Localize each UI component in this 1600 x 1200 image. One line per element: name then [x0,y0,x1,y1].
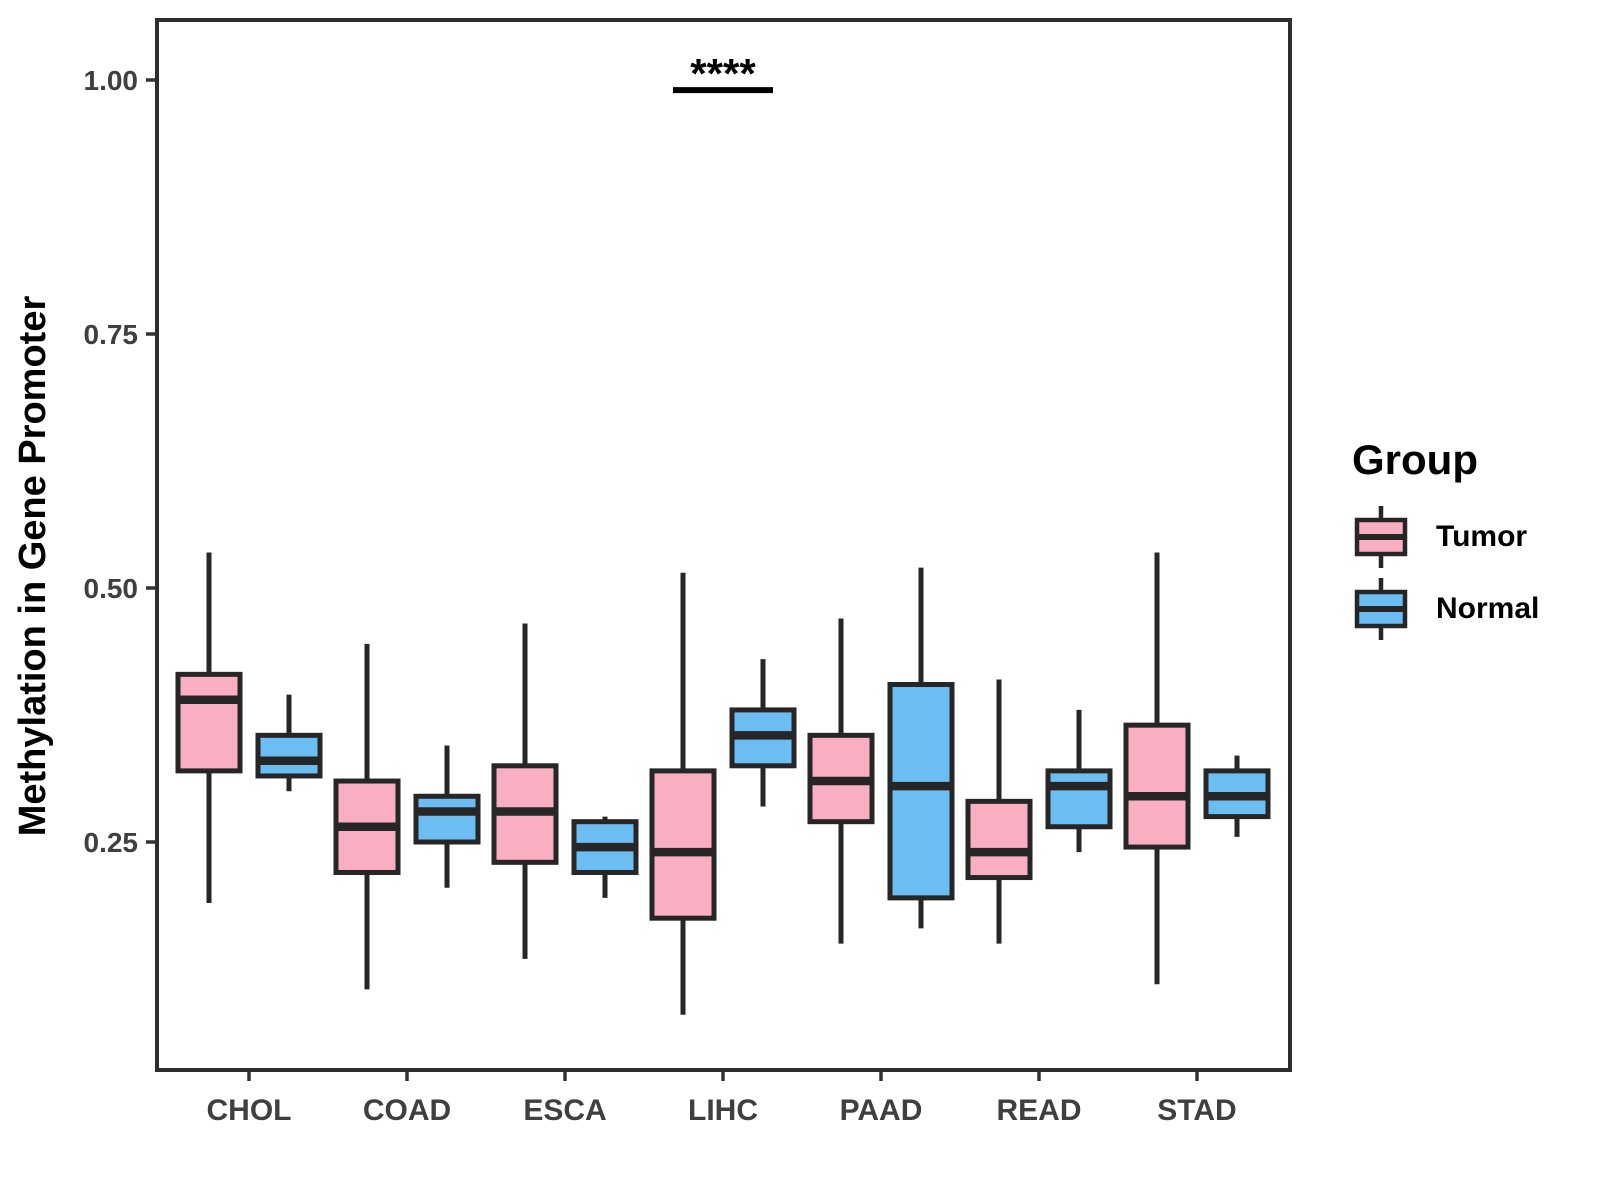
y-axis-tick-label-0.50: 0.50 [84,573,139,604]
box-Normal-PAAD [887,682,955,901]
box-Tumor-CHOL [175,671,243,774]
box-Tumor-STAD [1123,722,1191,850]
box-Tumor-LIHC [649,768,717,921]
legend-key-tumor-icon [1354,506,1408,568]
significance-stars-LIHC: **** [690,50,756,97]
axis-ticks-layer: 0.25 0.50 0.75 1.00 CHOL COAD ESCA LIHC PAAD READ… [84,65,1237,1127]
legend-entry-normal: Normal [1338,576,1539,642]
y-axis-tick-label-0.75: 0.75 [84,319,139,350]
legend-entry-tumor: Tumor [1338,504,1539,570]
category-label-STAD: STAD [1157,1094,1236,1127]
boxplot-layer [175,552,1271,1015]
category-label-CHOL: CHOL [207,1094,292,1127]
box-Normal-READ [1045,768,1113,830]
category-label-LIHC: LIHC [688,1094,758,1127]
category-label-COAD: COAD [363,1094,451,1127]
legend-label-tumor: Tumor [1436,520,1528,553]
legend-label-normal: Normal [1436,592,1540,625]
panel-border [155,18,1292,1072]
legend: Group Tumor Normal [1338,436,1539,648]
box-Normal-CHOL [255,732,323,779]
box-Normal-COAD [413,793,481,845]
y-axis-title: Methylation in Gene Promoter [12,295,54,837]
y-axis-tick-label-1.00: 1.00 [84,65,139,96]
category-label-ESCA: ESCA [523,1094,606,1127]
legend-title: Group [1352,436,1478,483]
y-axis-tick-label-0.25: 0.25 [84,827,139,858]
legend-key-normal-icon [1354,578,1408,640]
box-Tumor-READ [965,798,1033,881]
significance-layer: **** [673,50,773,97]
category-label-READ: READ [996,1094,1081,1127]
category-label-PAAD: PAAD [840,1094,923,1127]
